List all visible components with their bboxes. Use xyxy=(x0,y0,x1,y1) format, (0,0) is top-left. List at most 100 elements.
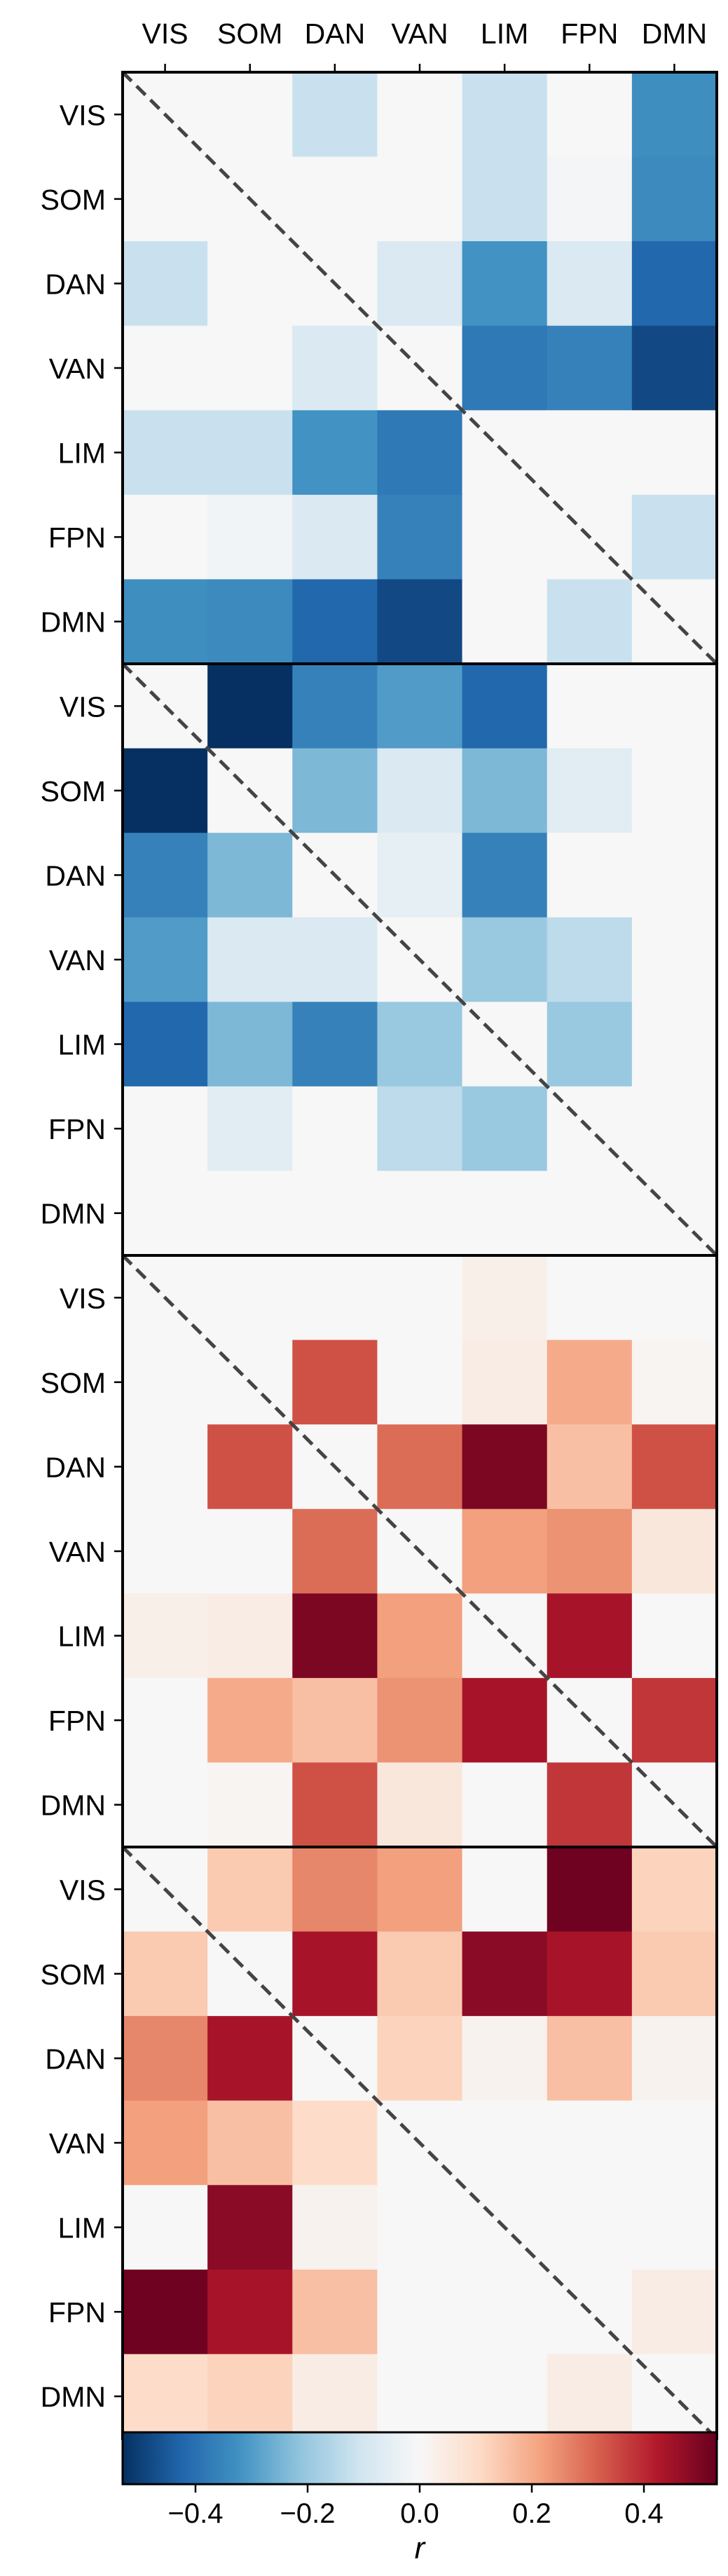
heatmap-cell-p4-vis-dan xyxy=(292,1847,378,1933)
heatmap-cell-p3-lim-som xyxy=(207,1593,293,1679)
heatmap-cell-p4-dan-fpn xyxy=(547,2016,633,2101)
heatmap-cell-p4-dmn-som xyxy=(207,2354,293,2439)
heatmap-cell-p1-lim-van xyxy=(377,410,463,496)
heatmap-cell-p2-lim-fpn xyxy=(547,1002,633,1087)
heatmap-cell-p1-vis-dan xyxy=(292,72,378,158)
heatmap-cell-p3-som-dmn xyxy=(631,1340,717,1425)
colorbar-label: r xyxy=(415,2531,427,2565)
heatmap-cell-p2-fpn-dan xyxy=(292,1086,378,1172)
heatmap-cell-p3-van-dan xyxy=(292,1508,378,1594)
row-label-p2-dan: DAN xyxy=(45,859,106,892)
heatmap-cell-p1-som-lim xyxy=(462,156,548,242)
heatmap-cell-p3-fpn-dmn xyxy=(631,1677,717,1764)
heatmap-cell-p4-dmn-van xyxy=(377,2354,463,2439)
heatmap-cell-p4-van-dan xyxy=(292,2100,378,2186)
heatmap-cell-p4-som-dan xyxy=(292,1931,378,2017)
heatmap-cell-p1-som-van xyxy=(377,156,463,242)
heatmap-cell-p3-vis-dan xyxy=(292,1255,378,1341)
row-label-p1-dmn: DMN xyxy=(41,606,106,639)
heatmap-cell-p3-van-fpn xyxy=(547,1508,633,1594)
heatmap-cell-p2-dan-lim xyxy=(462,833,548,918)
heatmap-cell-p2-vis-van xyxy=(377,664,463,749)
diagonal-line-panel-3 xyxy=(121,1254,718,1848)
heatmap-cell-p2-dan-vis xyxy=(123,833,208,918)
heatmap-cell-p4-vis-fpn xyxy=(547,1847,633,1933)
heatmap-cell-p4-vis-van xyxy=(377,1847,463,1933)
row-label-p3-dmn: DMN xyxy=(41,1790,106,1822)
row-label-p4-som: SOM xyxy=(41,1958,106,1991)
heatmap-cell-p3-dan-som xyxy=(207,1424,293,1510)
heatmap-cell-p2-fpn-van xyxy=(377,1086,463,1172)
heatmap-cell-p1-dan-vis xyxy=(123,241,208,327)
heatmap-cell-p1-vis-van xyxy=(377,72,463,158)
heatmap-cell-p3-lim-fpn xyxy=(547,1593,633,1679)
heatmap-cell-p3-dan-lim xyxy=(462,1424,548,1510)
heatmap-cell-p4-van-dmn xyxy=(631,2100,717,2186)
heatmap-cell-p1-fpn-vis xyxy=(123,494,208,580)
heatmap-cell-p2-lim-dmn xyxy=(631,1002,717,1087)
column-label-fpn: FPN xyxy=(561,18,618,50)
heatmap-cell-p1-dan-som xyxy=(207,241,293,327)
column-label-vis: VIS xyxy=(142,18,188,50)
heatmap-cell-p3-vis-lim xyxy=(462,1255,548,1341)
heatmap-cell-p2-lim-som xyxy=(207,1002,293,1087)
row-label-p1-van: VAN xyxy=(49,353,106,385)
heatmap-cell-p1-dmn-fpn xyxy=(547,579,633,665)
heatmap-cell-p4-dmn-dmn xyxy=(631,2354,717,2439)
heatmap-cell-p2-van-dan xyxy=(292,917,378,1002)
colorbar-tick-label-2: 0.0 xyxy=(400,2498,439,2529)
heatmap-cell-p4-lim-van xyxy=(377,2185,463,2270)
heatmap-cell-p3-dan-fpn xyxy=(547,1424,633,1510)
heatmap-cell-p3-van-vis xyxy=(123,1508,208,1594)
colorbar: −0.4 −0.2 0.0 0.2 0.4 r xyxy=(121,2431,718,2565)
heatmap-cell-p4-dmn-fpn xyxy=(547,2354,633,2439)
heatmap-cell-p2-som-fpn xyxy=(547,748,633,833)
heatmap-cell-p3-fpn-som xyxy=(207,1677,293,1764)
heatmap-cell-p4-van-vis xyxy=(123,2100,208,2186)
heatmap-cell-p3-dmn-dmn xyxy=(631,1762,717,1848)
heatmap-cell-p2-vis-dan xyxy=(292,664,378,749)
column-label-lim: LIM xyxy=(481,18,528,50)
heatmap-cell-p2-vis-fpn xyxy=(547,664,633,749)
row-label-p3-van: VAN xyxy=(49,1536,106,1568)
heatmap-cell-p4-fpn-vis xyxy=(123,2269,208,2355)
heatmap-cell-p4-fpn-dmn xyxy=(631,2269,717,2355)
row-label-p3-som: SOM xyxy=(41,1367,106,1399)
heatmap-cell-p3-dmn-lim xyxy=(462,1762,548,1848)
heatmap-cell-p3-som-vis xyxy=(123,1340,208,1425)
heatmap-cell-p2-dan-fpn xyxy=(547,833,633,918)
heatmap-cell-p1-lim-vis xyxy=(123,410,208,496)
row-label-p3-vis: VIS xyxy=(60,1282,106,1314)
heatmap-cell-p4-vis-som xyxy=(207,1847,293,1933)
heatmap-cell-p2-van-vis xyxy=(123,917,208,1002)
colorbar-tick-label-3: 0.2 xyxy=(512,2498,551,2529)
heatmap-cell-p4-van-fpn xyxy=(547,2100,633,2186)
heatmap-cell-p2-lim-dan xyxy=(292,1002,378,1087)
heatmap-cell-p1-van-lim xyxy=(462,325,548,411)
diagonal-lines xyxy=(121,71,718,2440)
row-label-p3-dan: DAN xyxy=(45,1451,106,1483)
row-label-p2-van: VAN xyxy=(49,944,106,976)
heatmap-cell-p3-vis-van xyxy=(377,1255,463,1341)
row-label-p4-dmn: DMN xyxy=(41,2381,106,2413)
heatmap-cell-p3-dmn-van xyxy=(377,1762,463,1848)
heatmap-cell-p3-dan-vis xyxy=(123,1424,208,1510)
diagonal-line-panel-1 xyxy=(121,71,718,665)
heatmap-cell-p3-dmn-dan xyxy=(292,1762,378,1848)
heatmap-cell-p1-vis-fpn xyxy=(547,72,633,158)
heatmap-cell-p1-fpn-dmn xyxy=(631,494,717,580)
heatmap-cell-p1-dan-lim xyxy=(462,241,548,327)
heatmap-cell-p2-dan-van xyxy=(377,833,463,918)
heatmap-cell-p3-dmn-som xyxy=(207,1762,293,1848)
heatmap-cell-p1-dmn-som xyxy=(207,579,293,665)
heatmap-cell-p3-van-som xyxy=(207,1508,293,1594)
heatmap-cell-p4-fpn-lim xyxy=(462,2269,548,2355)
heatmap-cell-p1-lim-dan xyxy=(292,410,378,496)
colorbar-tick-label-1: −0.2 xyxy=(280,2498,336,2529)
column-label-dmn: DMN xyxy=(642,18,707,50)
heatmap-cell-p1-fpn-som xyxy=(207,494,293,580)
heatmap-cell-p3-dmn-vis xyxy=(123,1762,208,1848)
heatmap-cell-p4-lim-som xyxy=(207,2185,293,2270)
heatmap-cell-p2-vis-som xyxy=(207,664,293,749)
